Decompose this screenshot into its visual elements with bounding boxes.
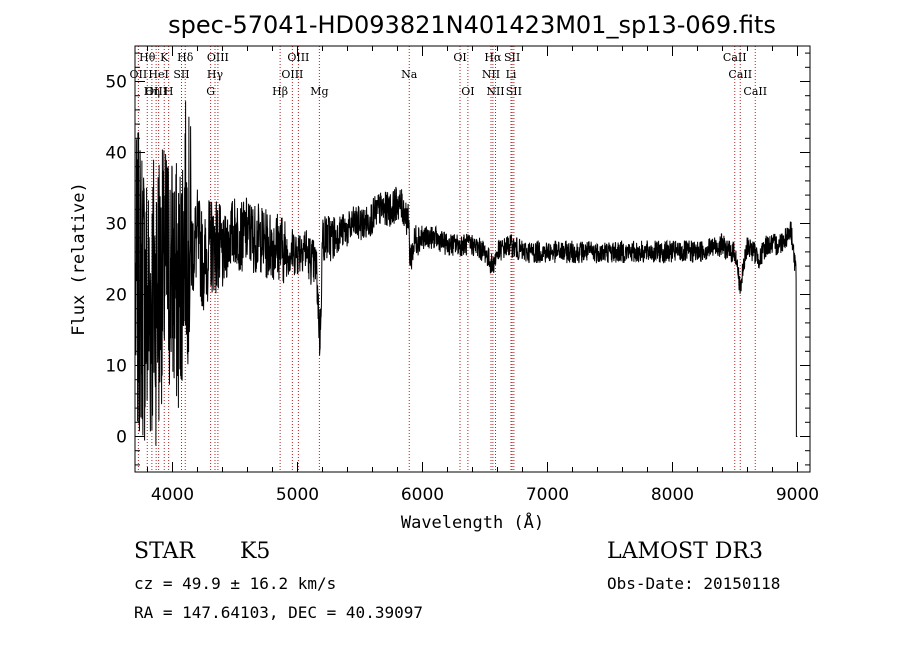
- x-tick-label: 4000: [151, 485, 194, 505]
- line-label: OIII: [207, 51, 229, 64]
- line-label: OII: [130, 68, 148, 81]
- line-label: SII: [504, 51, 520, 64]
- line-label: OI: [453, 51, 466, 64]
- line-label: Na: [401, 68, 418, 81]
- obs-date-text: Obs-Date: 20150118: [607, 574, 781, 593]
- line-label: K: [160, 51, 169, 64]
- plot-frame: [134, 45, 811, 473]
- line-label: NII: [486, 85, 504, 98]
- survey-label: LAMOST DR3: [607, 539, 763, 564]
- redshift-text: cz = 49.9 ± 16.2 km/s: [134, 574, 337, 593]
- line-label: Hδ: [177, 51, 194, 64]
- y-tick-label: 10: [105, 357, 127, 377]
- y-tick-label: 0: [116, 428, 127, 448]
- y-tick-label: 20: [105, 286, 127, 306]
- x-tick-label: 6000: [401, 485, 444, 505]
- line-label: Li: [506, 68, 517, 81]
- coordinates-text: RA = 147.64103, DEC = 40.39097: [134, 603, 423, 622]
- star-subclass-label: K5: [240, 539, 271, 564]
- line-label: CaII: [743, 85, 767, 98]
- line-label: SII: [173, 68, 189, 81]
- line-label: Hθ: [139, 51, 156, 64]
- star-class-label: STAR: [134, 539, 195, 564]
- chart-title: spec-57041-HD093821N401423M01_sp13-069.f…: [168, 11, 776, 39]
- x-axis-label: Wavelength (Å): [401, 511, 544, 533]
- line-label: G: [206, 85, 215, 98]
- line-label: CaII: [723, 51, 747, 64]
- line-label: HeI: [148, 68, 168, 81]
- line-label: SII: [506, 85, 522, 98]
- line-label: OI: [461, 85, 474, 98]
- line-label: Hβ: [272, 85, 288, 98]
- y-tick-label: 30: [105, 215, 127, 235]
- x-tick-label: 8000: [651, 485, 694, 505]
- line-label: NII: [482, 68, 500, 81]
- line-label: Hη: [144, 85, 160, 98]
- line-label: CaII: [728, 68, 752, 81]
- line-label: H: [164, 85, 174, 98]
- x-tick-label: 7000: [526, 485, 569, 505]
- line-label: Mg: [310, 85, 328, 98]
- y-tick-label: 40: [105, 144, 127, 164]
- x-tick-label: 9000: [776, 485, 819, 505]
- x-tick-label: 5000: [276, 485, 319, 505]
- spectrum-line: [135, 101, 798, 446]
- line-label: Hα: [484, 51, 502, 64]
- y-tick-label: 50: [105, 73, 127, 93]
- line-label: Hγ: [207, 68, 224, 81]
- line-label: OIII: [287, 51, 309, 64]
- line-label: OIII: [145, 85, 167, 98]
- line-label: OIII: [281, 68, 303, 81]
- y-axis-label: Flux (relative): [69, 182, 89, 336]
